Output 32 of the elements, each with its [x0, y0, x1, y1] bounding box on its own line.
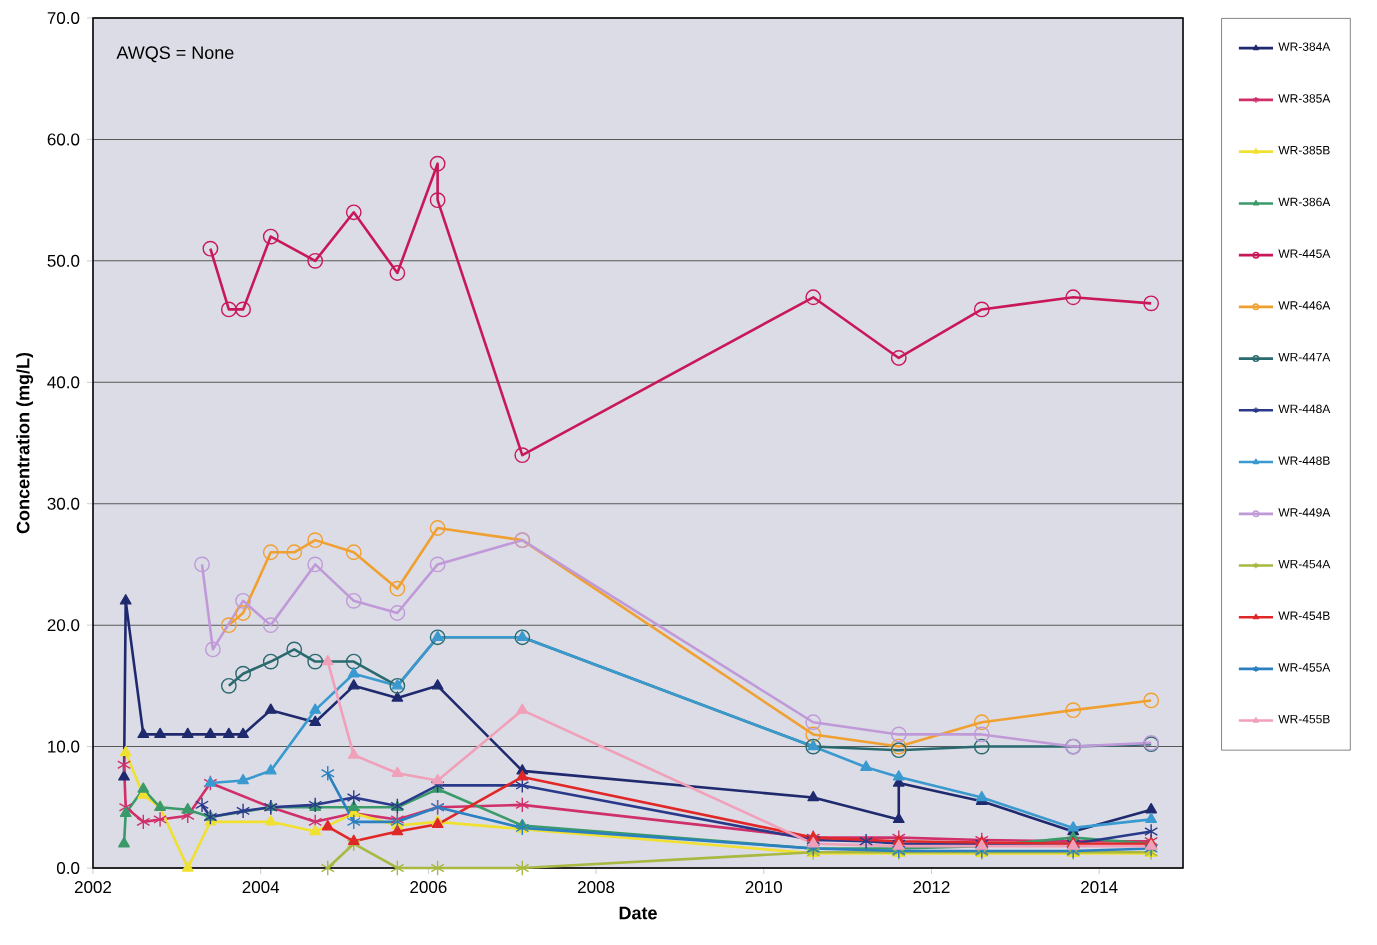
legend-label: WR-385A [1278, 94, 1331, 103]
legend-label: WR-447A [1278, 352, 1331, 362]
legend-label: WR-386A [1278, 197, 1331, 207]
x-tick-label: 2012 [913, 881, 950, 894]
x-axis-title: Date [619, 906, 657, 920]
y-tick-label: 20.0 [47, 619, 80, 632]
y-tick-label: 10.0 [48, 740, 80, 753]
legend-label: WR-455B [1278, 714, 1330, 724]
legend-label: WR-449A [1278, 508, 1331, 517]
x-tick-label: 2010 [745, 881, 782, 894]
annotation: AWQS = None [116, 46, 234, 63]
legend-label: WR-454B [1278, 611, 1330, 620]
x-tick-label: 2008 [578, 881, 615, 894]
y-tick-label: 40.0 [47, 376, 80, 389]
legend-label: WR-455A [1278, 663, 1331, 672]
legend-label: WR-445A [1278, 249, 1331, 258]
y-tick-label: 60.0 [47, 133, 80, 146]
y-tick-label: 0.0 [56, 861, 80, 874]
legend-label: WR-385B [1278, 145, 1330, 155]
x-tick-label: 2006 [410, 881, 447, 894]
y-tick-label: 70.0 [47, 11, 80, 24]
legend-label: WR-448B [1278, 456, 1330, 465]
y-tick-label: 50.0 [47, 254, 80, 267]
legend-label: WR-446A [1278, 301, 1331, 310]
y-axis-title: Concentration (mg/L) [16, 352, 34, 534]
legend-label: WR-384A [1278, 42, 1331, 51]
x-tick-label: 2004 [242, 881, 280, 894]
x-tick-label: 2014 [1081, 881, 1118, 894]
legend-label: WR-454A [1278, 559, 1331, 569]
legend-label: WR-448A [1278, 404, 1331, 414]
y-tick-label: 30.0 [47, 497, 80, 510]
x-tick-label: 2002 [74, 881, 112, 894]
